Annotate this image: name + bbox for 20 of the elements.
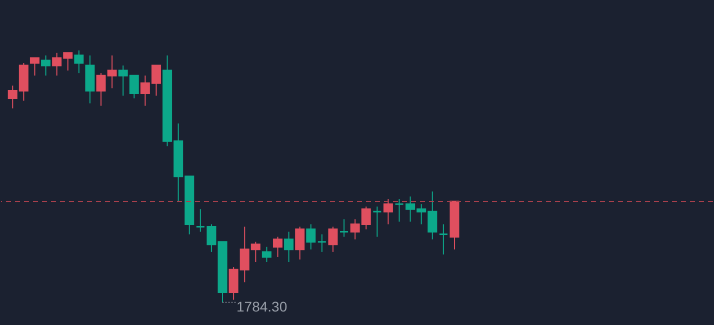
candlestick bbox=[74, 50, 84, 74]
candlestick bbox=[306, 224, 316, 250]
candlestick bbox=[383, 198, 393, 225]
candlestick bbox=[96, 72, 106, 106]
candlestick bbox=[295, 226, 305, 260]
candlestick bbox=[328, 226, 338, 252]
candlestick bbox=[272, 236, 282, 258]
candlestick bbox=[394, 198, 404, 222]
candlestick bbox=[41, 54, 51, 76]
candlestick bbox=[206, 224, 216, 252]
candlestick bbox=[262, 246, 272, 263]
candlestick bbox=[196, 208, 206, 232]
candlestick bbox=[107, 54, 117, 89]
candlestick bbox=[438, 224, 448, 255]
candlestick bbox=[372, 206, 382, 238]
candlestick bbox=[317, 234, 327, 252]
annotation: 1784.30 bbox=[236, 298, 288, 314]
candlestick bbox=[30, 57, 40, 76]
candlestick bbox=[284, 231, 294, 263]
candlestick bbox=[339, 218, 349, 238]
